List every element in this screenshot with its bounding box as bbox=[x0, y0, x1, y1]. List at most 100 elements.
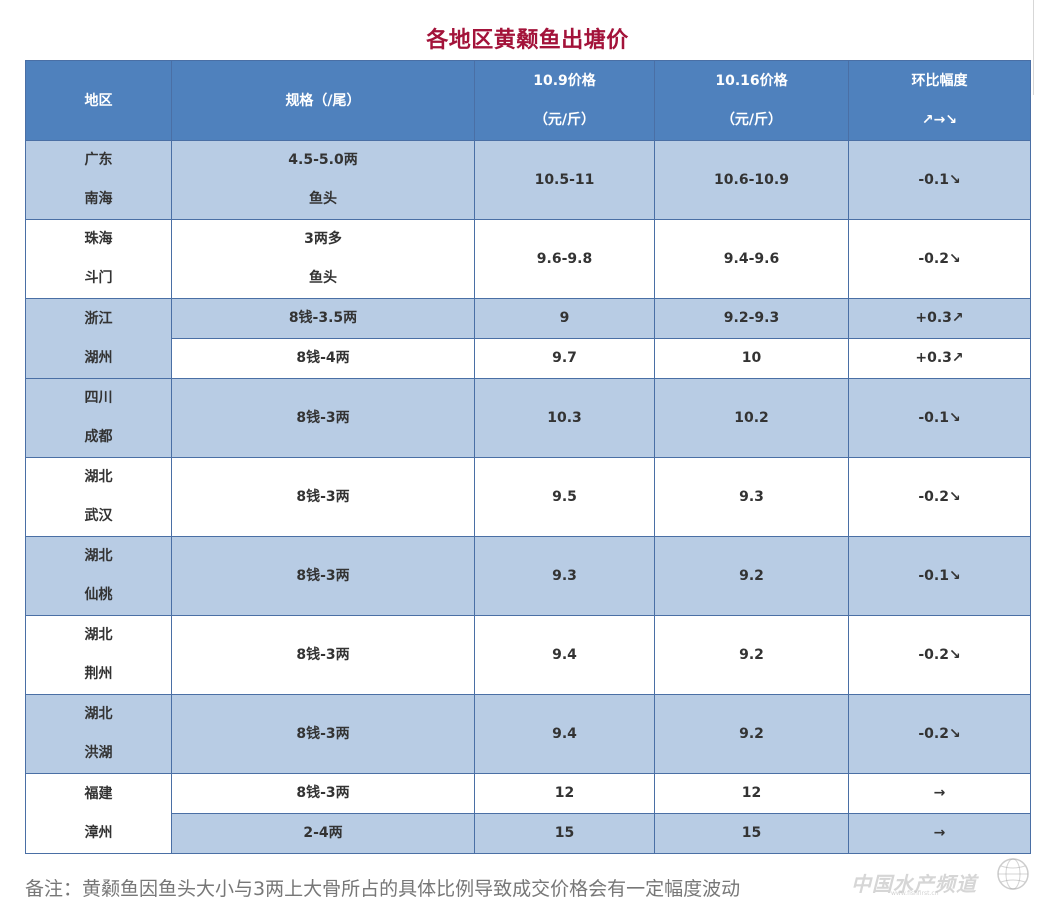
price1-cell: 9.5 bbox=[474, 457, 655, 537]
region-cell: 广东 南海 bbox=[25, 140, 172, 220]
region-province: 湖北 bbox=[84, 627, 113, 643]
price2-cell: 10.2 bbox=[654, 378, 849, 458]
spec-type: 鱼头 bbox=[309, 191, 337, 207]
price2-cell: 9.3 bbox=[654, 457, 849, 537]
change-cell: -0.2↘ bbox=[848, 694, 1031, 774]
region-cell: 湖北 荆州 bbox=[25, 615, 172, 695]
spec-size: 4.5-5.0两 bbox=[288, 152, 358, 168]
region-province: 四川 bbox=[84, 390, 113, 406]
header-change-arrows: ↗→↘ bbox=[921, 111, 958, 128]
region-city: 南海 bbox=[84, 191, 113, 207]
price2-cell: 9.2 bbox=[654, 694, 849, 774]
change-cell: -0.1↘ bbox=[848, 378, 1031, 458]
table-row: 浙江 湖州 8钱-3.5两 9 9.2-9.3 +0.3↗ bbox=[25, 298, 1031, 379]
spec-cell: 8钱-3两 bbox=[171, 773, 475, 814]
header-price1: 10.9价格 （元/斤） bbox=[474, 60, 655, 141]
header-spec: 规格（/尾） bbox=[171, 60, 475, 141]
region-cell: 珠海 斗门 bbox=[25, 219, 172, 299]
spec-cell: 4.5-5.0两 鱼头 bbox=[171, 140, 475, 220]
region-cell: 四川 成都 bbox=[25, 378, 172, 458]
spec-cell: 8钱-3两 bbox=[171, 378, 475, 458]
region-city: 斗门 bbox=[84, 270, 113, 286]
region-province: 广东 bbox=[84, 152, 113, 168]
watermark: 中国水产频道 www.fishfirst.cn bbox=[851, 856, 1031, 897]
price1-cell: 10.5-11 bbox=[474, 140, 655, 220]
price2-cell: 10 bbox=[654, 338, 849, 379]
region-province: 湖北 bbox=[84, 548, 113, 564]
table-row: 2-4两 15 15 → bbox=[26, 813, 1031, 854]
table-row: 湖北 荆州 8钱-3两 9.4 9.2 -0.2↘ bbox=[25, 615, 1031, 695]
price1-cell: 9.4 bbox=[474, 694, 655, 774]
region-cell: 福建 漳州 bbox=[25, 773, 172, 854]
spec-cell: 8钱-3两 bbox=[171, 694, 475, 774]
watermark-url: www.fishfirst.cn bbox=[891, 890, 939, 897]
price2-cell: 9.4-9.6 bbox=[654, 219, 849, 299]
table-row: 福建 漳州 8钱-3两 12 12 → bbox=[25, 773, 1031, 854]
region-city: 成都 bbox=[84, 429, 113, 445]
change-cell: -0.2↘ bbox=[848, 615, 1031, 695]
table-row: 湖北 仙桃 8钱-3两 9.3 9.2 -0.1↘ bbox=[25, 536, 1031, 616]
change-cell: +0.3↗ bbox=[848, 338, 1031, 379]
price1-cell: 12 bbox=[474, 773, 655, 814]
table-row: 珠海 斗门 3两多 鱼头 9.6-9.8 9.4-9.6 -0.2↘ bbox=[25, 219, 1031, 299]
region-city: 漳州 bbox=[84, 824, 113, 841]
spec-cell: 8钱-4两 bbox=[171, 338, 475, 379]
header-price2-label: 10.16价格 bbox=[715, 72, 788, 89]
price2-cell: 9.2 bbox=[654, 615, 849, 695]
price2-cell: 9.2 bbox=[654, 536, 849, 616]
spec-cell: 8钱-3两 bbox=[171, 615, 475, 695]
price1-cell: 9 bbox=[474, 298, 655, 339]
change-cell: -0.2↘ bbox=[848, 457, 1031, 537]
page-title: 各地区黄颡鱼出塘价 bbox=[426, 28, 629, 53]
region-city: 武汉 bbox=[84, 508, 113, 524]
spec-type: 鱼头 bbox=[309, 270, 337, 286]
spec-size: 3两多 bbox=[304, 231, 342, 247]
header-change: 环比幅度 ↗→↘ bbox=[848, 60, 1031, 141]
region-city: 湖州 bbox=[84, 349, 113, 366]
price1-cell: 10.3 bbox=[474, 378, 655, 458]
watermark-text: 中国水产频道 bbox=[851, 872, 977, 896]
price1-cell: 9.4 bbox=[474, 615, 655, 695]
header-row: 地区 规格（/尾） 10.9价格 （元/斤） 10.16价格 （元/斤） 环比幅… bbox=[25, 60, 1031, 141]
spec-cell: 8钱-3两 bbox=[171, 457, 475, 537]
table-row: 湖北 洪湖 8钱-3两 9.4 9.2 -0.2↘ bbox=[25, 694, 1031, 774]
header-price2-unit: （元/斤） bbox=[720, 111, 783, 128]
region-province: 珠海 bbox=[84, 231, 113, 247]
region-cell: 湖北 洪湖 bbox=[25, 694, 172, 774]
table-row: 8钱-4两 9.7 10 +0.3↗ bbox=[26, 338, 1031, 379]
table-row: 湖北 武汉 8钱-3两 9.5 9.3 -0.2↘ bbox=[25, 457, 1031, 537]
header-price2: 10.16价格 （元/斤） bbox=[654, 60, 849, 141]
price1-cell: 9.6-9.8 bbox=[474, 219, 655, 299]
region-province: 湖北 bbox=[84, 469, 113, 485]
price2-cell: 10.6-10.9 bbox=[654, 140, 849, 220]
change-cell: -0.1↘ bbox=[848, 536, 1031, 616]
price-table: 地区 规格（/尾） 10.9价格 （元/斤） 10.16价格 （元/斤） 环比幅… bbox=[25, 60, 1031, 854]
price1-cell: 9.3 bbox=[474, 536, 655, 616]
region-city: 荆州 bbox=[84, 666, 113, 682]
price2-cell: 9.2-9.3 bbox=[654, 298, 849, 339]
region-cell: 湖北 仙桃 bbox=[25, 536, 172, 616]
price1-cell: 9.7 bbox=[474, 338, 655, 379]
price2-cell: 12 bbox=[654, 773, 849, 814]
change-cell: → bbox=[848, 813, 1031, 854]
change-cell: → bbox=[848, 773, 1031, 814]
change-cell: +0.3↗ bbox=[848, 298, 1031, 339]
header-region: 地区 bbox=[25, 60, 172, 141]
spec-cell: 3两多 鱼头 bbox=[171, 219, 475, 299]
region-city: 仙桃 bbox=[84, 587, 113, 603]
region-cell: 浙江 湖州 bbox=[25, 298, 172, 379]
divider bbox=[1033, 0, 1034, 95]
footnote: 备注：黄颡鱼因鱼头大小与3两上大骨所占的具体比例导致成交价格会有一定幅度波动 bbox=[25, 878, 741, 900]
header-price1-unit: （元/斤） bbox=[533, 111, 596, 128]
change-cell: -0.2↘ bbox=[848, 219, 1031, 299]
region-cell: 湖北 武汉 bbox=[25, 457, 172, 537]
region-province: 浙江 bbox=[84, 310, 113, 327]
spec-cell: 8钱-3两 bbox=[171, 536, 475, 616]
region-city: 洪湖 bbox=[84, 745, 113, 761]
spec-cell: 8钱-3.5两 bbox=[171, 298, 475, 339]
header-change-label: 环比幅度 bbox=[911, 72, 968, 89]
region-province: 湖北 bbox=[84, 706, 113, 722]
table-row: 四川 成都 8钱-3两 10.3 10.2 -0.1↘ bbox=[25, 378, 1031, 458]
header-price1-label: 10.9价格 bbox=[533, 72, 596, 89]
